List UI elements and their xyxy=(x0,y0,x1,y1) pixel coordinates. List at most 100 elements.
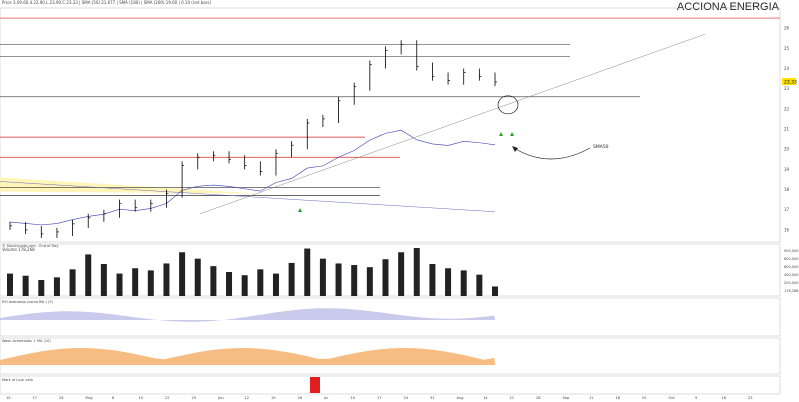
last-price-badge xyxy=(782,78,796,86)
last-price-label: 23.33 xyxy=(784,80,797,86)
price-tick: 22 xyxy=(784,106,790,111)
candle-label: Mark of Luck vela xyxy=(2,378,33,382)
x-tick: Aug xyxy=(457,396,464,400)
macd-panel xyxy=(0,337,781,375)
circle-annotation xyxy=(497,95,519,115)
volume-bar xyxy=(22,275,29,296)
green-arrow xyxy=(499,132,503,136)
x-tick: Sep xyxy=(563,396,570,400)
arrow-label: SMA50 xyxy=(593,144,609,150)
rsi-label: RSI Avanzada (como Rel.) (5) xyxy=(2,300,54,304)
x-tick: 9 xyxy=(695,396,698,400)
x-tick: 21 xyxy=(510,396,515,400)
x-tick: 18 xyxy=(616,396,621,400)
price-tick: 26 xyxy=(784,26,790,31)
sma200-line xyxy=(0,181,496,213)
candle-panel xyxy=(0,375,781,395)
volume-bar xyxy=(226,272,233,296)
volume-bar xyxy=(335,263,342,296)
x-tick: 10 xyxy=(6,396,11,400)
volume-bar xyxy=(366,267,373,296)
volume-tick: 200,000 xyxy=(784,281,798,285)
curved-arrow xyxy=(513,147,591,160)
legend-line: Price 3.09.60.4.23.90.L.23.90.C.23.33 | … xyxy=(2,0,211,5)
volume-bar xyxy=(179,252,186,296)
x-tick: 17 xyxy=(377,396,382,400)
macd-label: Wash Aceleradas + MA (10) xyxy=(2,339,51,343)
x-tick: 17 xyxy=(33,396,38,400)
x-tick: 10 xyxy=(351,396,356,400)
volume-bar xyxy=(288,262,295,296)
x-tick: 31 xyxy=(430,396,435,400)
volume-tick: 900,000 xyxy=(784,249,798,253)
volume-bar xyxy=(53,277,60,296)
volume-bar xyxy=(210,266,217,296)
green-arrow xyxy=(510,132,514,136)
green-arrow xyxy=(298,208,302,212)
sma50-line xyxy=(9,129,496,226)
volume-label: Volume 178,268 xyxy=(2,247,35,252)
price-tick: 17 xyxy=(784,207,790,212)
volume-bar xyxy=(241,275,248,296)
volume-bar xyxy=(257,269,264,296)
rsi-panel xyxy=(0,297,781,337)
price-tick: 25 xyxy=(784,46,790,51)
volume-bar xyxy=(319,258,326,296)
x-tick: 25 xyxy=(642,396,647,400)
x-tick: 11 xyxy=(589,396,594,400)
price-tick: 18 xyxy=(784,187,790,192)
x-tick: 22 xyxy=(165,396,170,400)
volume-bar xyxy=(100,264,107,296)
volume-bar xyxy=(163,263,170,296)
macd-area xyxy=(0,348,495,365)
volume-bar xyxy=(476,274,483,296)
trend-line xyxy=(199,33,706,215)
volume-bar xyxy=(460,270,467,296)
volume-bar xyxy=(132,268,139,296)
yellow-band xyxy=(0,177,260,194)
red-marker xyxy=(310,377,320,393)
volume-panel xyxy=(0,243,781,297)
chart-title: ACCIONA ENERGIA xyxy=(676,1,779,13)
volume-bar xyxy=(351,265,358,296)
price-tick: 23 xyxy=(784,86,790,91)
x-tick: 14 xyxy=(483,396,488,400)
volume-bar xyxy=(194,258,201,296)
volume-tick: 400,000 xyxy=(784,273,798,277)
rsi-area xyxy=(0,308,495,322)
volume-bar xyxy=(7,273,13,296)
volume-tick: 800,000 xyxy=(784,257,798,261)
price-tick: 20 xyxy=(784,147,790,152)
volume-bar xyxy=(38,280,45,296)
x-tick: Jul xyxy=(323,396,328,400)
x-tick: 19 xyxy=(271,396,276,400)
volume-bar xyxy=(413,248,420,296)
price-tick: 16 xyxy=(784,227,790,232)
x-tick: Jun xyxy=(217,396,224,400)
x-tick: 29 xyxy=(192,396,197,400)
price-tick: 19 xyxy=(784,167,790,172)
x-tick: 15 xyxy=(139,396,144,400)
source-label: © Stockcharts.com - End of Day xyxy=(2,244,58,248)
volume-bar xyxy=(382,259,389,296)
x-tick: 23 xyxy=(748,396,753,400)
volume-bar xyxy=(69,269,76,296)
volume-tick: 600,000 xyxy=(784,265,798,269)
volume-tick: 178,268 xyxy=(784,289,798,293)
volume-bar xyxy=(398,252,405,296)
price-tick: 21 xyxy=(784,127,790,132)
x-tick: 24 xyxy=(59,396,64,400)
volume-bar xyxy=(116,273,123,296)
volume-bar xyxy=(492,286,498,296)
x-tick: May xyxy=(86,396,94,400)
x-tick: 24 xyxy=(404,396,409,400)
volume-bar xyxy=(85,254,92,296)
x-tick: 12 xyxy=(245,396,250,400)
volume-bar xyxy=(304,248,311,296)
price-tick: 24 xyxy=(784,66,790,71)
x-tick: 28 xyxy=(536,396,541,400)
volume-bar xyxy=(429,264,436,296)
arrow-head xyxy=(512,146,518,152)
volume-bar xyxy=(272,273,279,296)
